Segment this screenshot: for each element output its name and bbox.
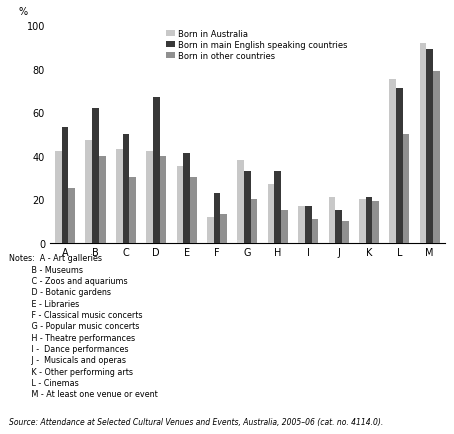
Bar (305, 206, 311, 243)
Text: F - Classical music concerts: F - Classical music concerts (9, 310, 143, 319)
Text: K - Other performing arts: K - Other performing arts (9, 367, 133, 376)
Text: Source: Attendance at Selected Cultural Venues and Events, Australia, 2005–06 (c: Source: Attendance at Selected Cultural … (9, 417, 383, 426)
Text: %: % (18, 7, 27, 17)
Bar (390, 80, 396, 243)
Bar (220, 215, 227, 243)
Bar (69, 189, 75, 243)
Bar (62, 128, 69, 243)
Bar (85, 141, 92, 243)
Bar (237, 161, 244, 243)
Text: C - Zoos and aquariums: C - Zoos and aquariums (9, 276, 128, 286)
Text: H - Theatre performances: H - Theatre performances (9, 333, 135, 342)
Bar (281, 210, 288, 243)
Bar (329, 197, 335, 243)
Bar (365, 197, 372, 243)
Bar (55, 152, 62, 243)
Text: B - Museums: B - Museums (9, 265, 83, 274)
Bar (92, 108, 99, 243)
Bar (433, 72, 440, 243)
Text: G - Popular music concerts: G - Popular music concerts (9, 322, 139, 331)
Bar (207, 217, 214, 243)
Bar (335, 210, 342, 243)
Text: E - Libraries: E - Libraries (9, 299, 79, 308)
Text: M - At least one venue or event: M - At least one venue or event (9, 389, 158, 398)
Text: D - Botanic gardens: D - Botanic gardens (9, 288, 111, 297)
Bar (244, 171, 251, 243)
Bar (123, 135, 129, 243)
Text: J -  Musicals and operas: J - Musicals and operas (9, 355, 126, 365)
Bar (426, 50, 433, 243)
Bar (275, 171, 281, 243)
Text: I -  Dance performances: I - Dance performances (9, 344, 128, 353)
Bar (183, 154, 190, 243)
Bar (298, 206, 305, 243)
Bar (372, 202, 379, 243)
Bar (146, 152, 153, 243)
Bar (116, 150, 123, 243)
Bar (268, 184, 275, 243)
Bar (160, 156, 166, 243)
Bar (419, 43, 426, 243)
Text: L - Cinemas: L - Cinemas (9, 378, 79, 387)
Bar (190, 178, 197, 243)
Bar (342, 221, 349, 243)
Bar (251, 200, 257, 243)
Bar (99, 156, 105, 243)
Bar (311, 219, 318, 243)
Bar (359, 200, 365, 243)
Bar (177, 167, 183, 243)
Bar (129, 178, 136, 243)
Bar (153, 98, 160, 243)
Bar (403, 135, 410, 243)
Legend: Born in Australia, Born in main English speaking countries, Born in other countr: Born in Australia, Born in main English … (165, 28, 349, 62)
Text: Notes:  A - Art galleries: Notes: A - Art galleries (9, 254, 102, 263)
Bar (214, 193, 220, 243)
Bar (396, 89, 403, 243)
